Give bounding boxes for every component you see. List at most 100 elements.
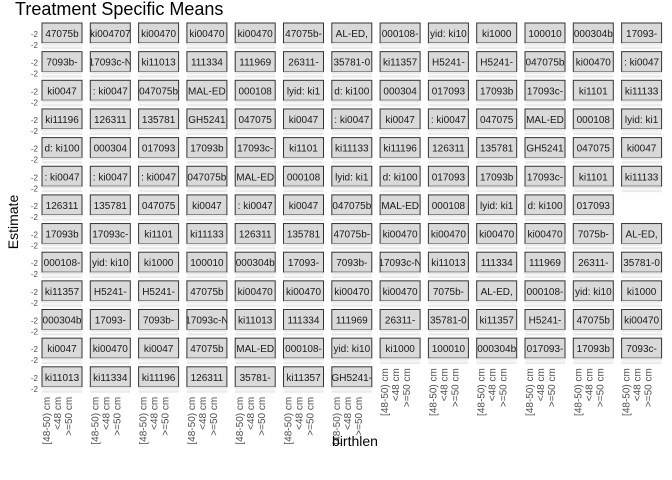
facet-strip-label: 17093b	[480, 172, 514, 183]
x-tick-label: >=50 cm	[354, 397, 365, 436]
facet-panel: 7093c-	[621, 337, 663, 365]
y-tick-label: -2	[31, 87, 39, 96]
facet-panel: 35781-	[234, 366, 276, 393]
facet-panel: AL-ED,	[476, 280, 518, 307]
facet-panel: 111969	[331, 309, 373, 336]
y-tick-label: -2	[31, 30, 39, 39]
facet-strip-label: 135781	[94, 201, 128, 212]
y-tick-label: -2	[31, 213, 39, 222]
facet-strip-label: 47075b	[190, 344, 224, 355]
x-tick-label: <48 cm	[488, 368, 499, 401]
y-tick-label: -2	[31, 98, 39, 107]
x-tick-label: [48-50) cm	[622, 368, 633, 416]
facet-panel: lyid: ki1	[621, 108, 663, 135]
facet-panel: 26311-	[283, 51, 324, 78]
facet-strip-label: 17093b	[45, 230, 79, 241]
y-tick-label: -2	[31, 328, 39, 337]
facet-panel: 000304	[379, 79, 421, 107]
facet-strip-label: 017093	[142, 144, 176, 155]
facet-strip-label: ki11357	[286, 373, 321, 384]
facet-strip-label: 017093	[577, 201, 611, 212]
facet-strip-label: ki1101	[579, 172, 608, 183]
facet-panel: lyid: ki1	[331, 165, 373, 193]
facet-strip-label: ki11013	[431, 258, 466, 269]
facet-strip-label: ki0047	[192, 201, 222, 212]
facet-strip-label: 47075b-	[285, 29, 322, 40]
facet-strip-label: yid: ki10	[430, 29, 467, 40]
facet-strip-label: 000108-	[527, 287, 564, 298]
facet-panel: ki00470	[186, 22, 228, 49]
facet-panel: ki004707	[89, 22, 131, 49]
facet-strip-label: ki00470	[141, 29, 176, 40]
facet-strip-label: 7093b-	[336, 258, 367, 269]
facet-strip-label: 126311	[46, 201, 79, 212]
facet-strip-label: ki11133	[625, 172, 659, 183]
facet-strip-label: 17093-	[288, 258, 319, 269]
facet-strip-label: : ki0047	[238, 201, 273, 212]
facet-strip-label: d: ki100	[383, 172, 418, 183]
x-tick-label: [48-50) cm	[187, 397, 198, 445]
facet-panel: 100010	[524, 22, 566, 49]
facet-strip-label: 047075	[239, 115, 273, 126]
facet-strip-label: 000108	[239, 86, 273, 97]
facet-strip-label: ki11013	[141, 58, 176, 69]
facet-strip-label: 17093c-	[527, 86, 563, 97]
facet-panel: 047075b	[186, 165, 228, 193]
facet-strip-label: 35781-0	[333, 58, 370, 69]
facet-strip-label: ki0047	[289, 115, 319, 126]
facet-strip-label: MAL-ED	[381, 201, 419, 212]
facet-strip-label: 047075	[142, 201, 176, 212]
x-tick-label: [48-50) cm	[332, 397, 343, 445]
x-tick-label: <48 cm	[246, 397, 257, 430]
facet-strip-label: ki11133	[190, 230, 224, 241]
y-tick-label: -2	[31, 173, 39, 182]
facet-panel: : ki0047	[89, 165, 131, 193]
facet-panel: 47075b	[186, 280, 228, 307]
y-tick-label: -2	[31, 270, 39, 279]
y-tick-label: -2	[31, 299, 39, 308]
facet-strip-label: ki00470	[624, 316, 659, 327]
facet-panel: 017093	[427, 165, 469, 193]
facet-panel: 000108	[427, 194, 469, 221]
facet-panel: ki1000	[138, 251, 180, 279]
facet-strip-label: ki1000	[627, 287, 657, 298]
facet-strip-label: 047075b	[187, 172, 226, 183]
x-tick-label: >=50 cm	[161, 397, 172, 436]
facet-panel: 35781-0	[331, 51, 373, 78]
facet-panel: : ki0047	[234, 194, 276, 221]
x-tick-label: >=50 cm	[112, 397, 123, 436]
facet-panel: 135781	[138, 108, 180, 135]
facet-strip-label: ki11334	[93, 373, 128, 384]
x-tick-label: [48-50) cm	[380, 368, 391, 416]
y-tick-label: -2	[31, 356, 39, 365]
facet-strip-label: 35781-	[240, 373, 271, 384]
facet-panel: d: ki100	[379, 165, 421, 193]
facet-strip-label: 17093b	[480, 86, 514, 97]
facet-panel: 126311	[89, 108, 131, 135]
facet-strip-label: ki00470	[93, 344, 128, 355]
facet-strip-label: GH5241	[526, 144, 564, 155]
facet-panel: 111334	[283, 309, 324, 336]
facet-strip-label: 000304	[383, 86, 417, 97]
facet-strip-label: 26311-	[385, 316, 415, 327]
facet-strip-label: ki1000	[144, 258, 174, 269]
facet-strip-label: 7093b-	[46, 58, 77, 69]
facet-strip-label: 47075b	[190, 287, 224, 298]
facet-strip-label: AL-ED,	[336, 29, 368, 40]
facet-panel: AL-ED,	[621, 223, 663, 250]
y-tick-label: -2	[31, 374, 39, 383]
facet-strip-label: ki00470	[238, 287, 273, 298]
facet-panel: : ki0047	[138, 165, 180, 193]
facet-panel: 17093c-	[89, 223, 131, 250]
facet-panel: H5241-	[427, 51, 469, 78]
facet-strip-label: 47075b	[577, 316, 611, 327]
facet-panel: d: ki100	[41, 137, 83, 164]
facet-strip-label: ki0047	[144, 344, 174, 355]
facet-strip-label: 100010	[432, 344, 466, 355]
facet-strip-label: d: ki100	[527, 201, 562, 212]
facet-strip-label: 000304	[94, 144, 128, 155]
x-tick-label: >=50 cm	[257, 397, 268, 436]
facet-panel: ki00470	[234, 22, 276, 49]
facet-strip-label: 111969	[239, 58, 271, 69]
